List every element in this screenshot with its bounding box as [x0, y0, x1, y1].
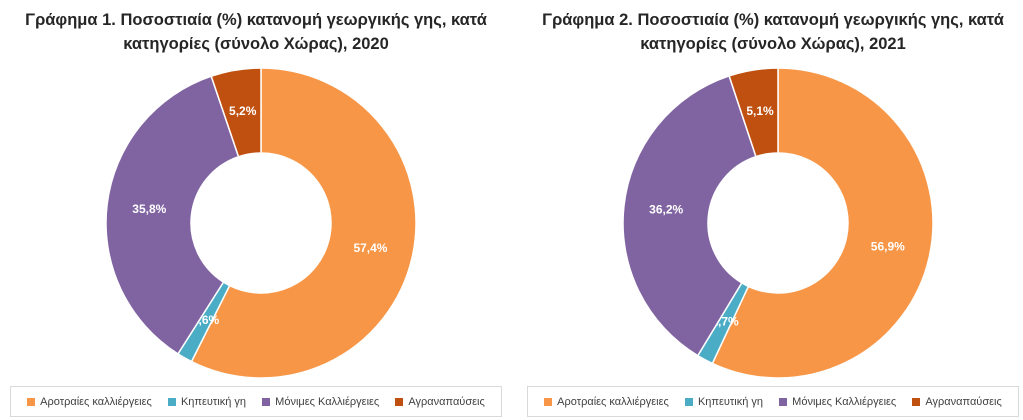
legend-swatch-permanent	[262, 397, 271, 406]
chart-title-line2: κατηγορίες (σύνολο Χώρας), 2020	[123, 35, 389, 53]
legend-label-arable: Αροτραίες καλλιέργειες	[557, 395, 669, 408]
legend-item-permanent: Μόνιμες Καλλιέργειες	[262, 396, 379, 408]
legend-item-fallow: Αγραναπαύσεις	[395, 395, 485, 408]
legend-item-kitchen: Κηπευτική γη	[684, 395, 763, 408]
chart-title: Γράφημα 1. Ποσοστιαία (%) κατανομή γεωργ…	[6, 8, 506, 56]
chart-panel-2020: Γράφημα 1. Ποσοστιαία (%) κατανομή γεωργ…	[6, 0, 506, 420]
chart-title-line2: κατηγορίες (σύνολο Χώρας), 2021	[640, 35, 906, 53]
legend-swatch-permanent	[779, 397, 788, 406]
legend-label-fallow: Αγραναπαύσεις	[408, 395, 485, 408]
legend-label-kitchen: Κηπευτική γη	[180, 395, 246, 408]
slice-label-permanent: 35,8%	[132, 202, 166, 216]
chart-legend: Αροτραίες καλλιέργειες Κηπευτική γη Μόνι…	[10, 386, 502, 417]
donut-chart-2021: 56,9%1,7%36,2%5,1%	[622, 67, 934, 379]
legend-item-arable: Αροτραίες καλλιέργειες	[544, 396, 669, 408]
legend-swatch-kitchen	[167, 397, 176, 406]
slice-arable	[711, 67, 934, 379]
legend-label-arable: Αροτραίες καλλιέργειες	[40, 395, 152, 408]
legend-swatch-arable	[544, 397, 553, 406]
chart-title-line1: Γράφημα 2. Ποσοστιαία (%) κατανομή γεωργ…	[542, 11, 1004, 29]
legend-label-kitchen: Κηπευτική γη	[697, 395, 763, 408]
chart-panel-2021: Γράφημα 2. Ποσοστιαία (%) κατανομή γεωργ…	[523, 0, 1023, 420]
chart-legend: Αροτραίες καλλιέργειες Κηπευτική γη Μόνι…	[527, 386, 1019, 417]
legend-swatch-fallow	[395, 397, 404, 406]
donut-chart-2020: 57,4%1,6%35,8%5,2%	[105, 67, 417, 379]
slice-label-arable: 56,9%	[871, 240, 905, 254]
slice-label-arable: 57,4%	[353, 241, 387, 255]
legend-label-permanent: Μόνιμες Καλλιέργειες	[792, 395, 897, 408]
legend-item-kitchen: Κηπευτική γη	[167, 395, 246, 408]
legend-item-arable: Αροτραίες καλλιέργειες	[27, 396, 152, 408]
legend-swatch-fallow	[912, 397, 921, 406]
slice-permanent	[105, 75, 240, 355]
legend-item-permanent: Μόνιμες Καλλιέργειες	[779, 396, 896, 408]
legend-item-fallow: Αγραναπαύσεις	[912, 395, 1002, 408]
legend-label-permanent: Μόνιμες Καλλιέργειες	[275, 395, 380, 408]
slice-arable	[190, 67, 417, 379]
chart-title: Γράφημα 2. Ποσοστιαία (%) κατανομή γεωργ…	[523, 8, 1023, 56]
slice-permanent	[622, 74, 757, 357]
chart-title-line1: Γράφημα 1. Ποσοστιαία (%) κατανομή γεωργ…	[25, 11, 487, 29]
legend-swatch-arable	[27, 397, 36, 406]
slice-fallow	[210, 67, 262, 158]
legend-swatch-kitchen	[684, 397, 693, 406]
slice-label-fallow: 5,1%	[746, 104, 774, 118]
slice-fallow	[728, 67, 779, 158]
legend-label-fallow: Αγραναπαύσεις	[925, 395, 1002, 408]
slice-label-permanent: 36,2%	[649, 203, 683, 217]
slice-label-fallow: 5,2%	[229, 104, 257, 118]
